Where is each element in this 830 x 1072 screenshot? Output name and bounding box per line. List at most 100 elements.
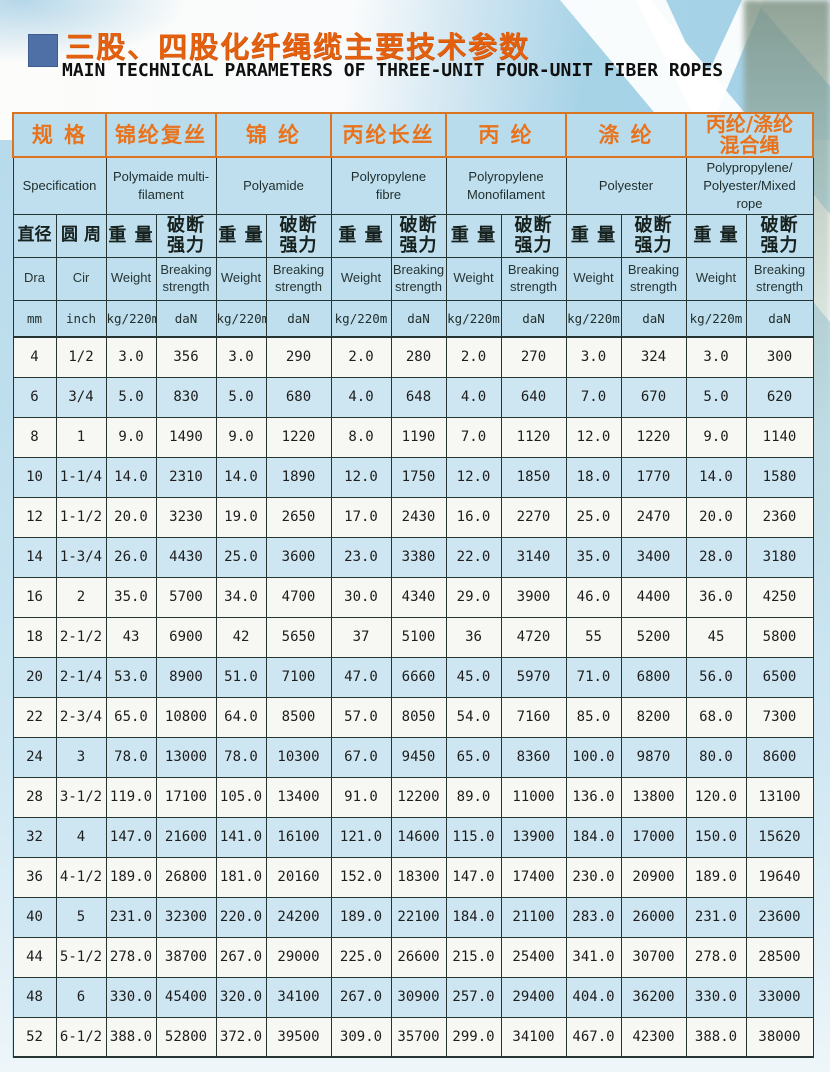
col-strength-en: Breaking strength [500, 256, 567, 301]
cell-weight: 47.0 [330, 656, 392, 698]
cell-weight: 136.0 [565, 776, 622, 818]
col-strength-zh: 破断 强力 [620, 213, 687, 258]
cell-circumference: 1 [55, 416, 107, 458]
cell-weight: 283.0 [565, 896, 622, 938]
page-header: 三股、四股化纤绳缆主要技术参数 MAIN TECHNICAL PARAMETER… [0, 0, 830, 112]
cell-breaking-strength: 8900 [155, 656, 217, 698]
cell-breaking-strength: 17000 [620, 816, 687, 858]
cell-breaking-strength: 23600 [745, 896, 814, 938]
cell-breaking-strength: 6660 [390, 656, 447, 698]
cell-weight: 2.0 [445, 336, 502, 378]
rope-spec-table: 规 格 锦纶复丝 锦 纶 丙纶长丝 丙 纶 涤 纶 丙纶/涤纶 混合绳 Spec… [12, 112, 814, 1058]
cell-breaking-strength: 13000 [155, 736, 217, 778]
cell-breaking-strength: 10300 [265, 736, 332, 778]
cell-breaking-strength: 5700 [155, 576, 217, 618]
cell-weight: 17.0 [330, 496, 392, 538]
cell-weight: 89.0 [445, 776, 502, 818]
cell-breaking-strength: 2270 [500, 496, 567, 538]
cell-weight: 12.0 [445, 456, 502, 498]
cell-weight: 225.0 [330, 936, 392, 978]
cell-weight: 57.0 [330, 696, 392, 738]
cell-breaking-strength: 8600 [745, 736, 814, 778]
cell-weight: 30.0 [330, 576, 392, 618]
cell-weight: 100.0 [565, 736, 622, 778]
col-group-polyamide-en: Polyamide [215, 156, 332, 215]
cell-breaking-strength: 290 [265, 336, 332, 378]
cell-breaking-strength: 300 [745, 336, 814, 378]
cell-circumference: 6-1/2 [55, 1016, 107, 1058]
cell-weight: 34.0 [215, 576, 267, 618]
cell-diameter: 24 [12, 736, 57, 778]
cell-weight: 36.0 [685, 576, 747, 618]
col-weight-zh: 重 量 [685, 213, 747, 258]
cell-weight: 26.0 [105, 536, 157, 578]
cell-breaking-strength: 4700 [265, 576, 332, 618]
cell-weight: 53.0 [105, 656, 157, 698]
cell-breaking-strength: 6800 [620, 656, 687, 698]
col-group-specification-zh: 规 格 [12, 112, 107, 158]
unit-strength: daN [500, 299, 567, 338]
cell-breaking-strength: 24200 [265, 896, 332, 938]
cell-breaking-strength: 25400 [500, 936, 567, 978]
cell-breaking-strength: 36200 [620, 976, 687, 1018]
cell-breaking-strength: 4430 [155, 536, 217, 578]
cell-diameter: 4 [12, 336, 57, 378]
cell-diameter: 52 [12, 1016, 57, 1058]
cell-weight: 9.0 [215, 416, 267, 458]
cell-weight: 43 [105, 616, 157, 658]
cell-diameter: 6 [12, 376, 57, 418]
cell-circumference: 1-1/4 [55, 456, 107, 498]
cell-weight: 35.0 [565, 536, 622, 578]
cell-weight: 267.0 [215, 936, 267, 978]
cell-weight: 181.0 [215, 856, 267, 898]
cell-breaking-strength: 42300 [620, 1016, 687, 1058]
cell-weight: 19.0 [215, 496, 267, 538]
cell-circumference: 2-1/4 [55, 656, 107, 698]
table-row: 22 2-3/4 65.0 10800 64.0 8500 57.0 8050 … [12, 696, 814, 738]
cell-weight: 85.0 [565, 696, 622, 738]
cell-weight: 3.0 [565, 336, 622, 378]
cell-breaking-strength: 21600 [155, 816, 217, 858]
table-row: 32 4 147.0 21600 141.0 16100 121.0 14600… [12, 816, 814, 858]
col-weight-zh: 重 量 [445, 213, 502, 258]
cell-breaking-strength: 7300 [745, 696, 814, 738]
cell-weight: 68.0 [685, 696, 747, 738]
table-row: 6 3/4 5.0 830 5.0 680 4.0 648 4.0 640 7.… [12, 376, 814, 418]
table-row: 8 1 9.0 1490 9.0 1220 8.0 1190 7.0 1120 … [12, 416, 814, 458]
cell-weight: 388.0 [105, 1016, 157, 1058]
col-diameter-zh: 直径 [12, 213, 57, 258]
v-mark [636, 0, 764, 122]
cell-weight: 16.0 [445, 496, 502, 538]
cell-breaking-strength: 3600 [265, 536, 332, 578]
cell-breaking-strength: 1770 [620, 456, 687, 498]
cell-weight: 388.0 [685, 1016, 747, 1058]
cell-breaking-strength: 28500 [745, 936, 814, 978]
table-row: 36 4-1/2 189.0 26800 181.0 20160 152.0 1… [12, 856, 814, 898]
table-row: 16 2 35.0 5700 34.0 4700 30.0 4340 29.0 … [12, 576, 814, 618]
cell-weight: 9.0 [685, 416, 747, 458]
cell-breaking-strength: 9450 [390, 736, 447, 778]
cell-diameter: 48 [12, 976, 57, 1018]
cell-weight: 36 [445, 616, 502, 658]
cell-breaking-strength: 38000 [745, 1016, 814, 1058]
col-circumference-en: Cir [55, 256, 107, 301]
cell-diameter: 18 [12, 616, 57, 658]
page-title-chinese: 三股、四股化纤绳缆主要技术参数 [65, 30, 531, 64]
table-row: 24 3 78.0 13000 78.0 10300 67.0 9450 65.… [12, 736, 814, 778]
cell-weight: 14.0 [215, 456, 267, 498]
cell-breaking-strength: 270 [500, 336, 567, 378]
col-group-polypropylene-fibre-zh: 丙纶长丝 [330, 112, 447, 158]
col-group-mixed-rope-zh: 丙纶/涤纶 混合绳 [685, 112, 814, 158]
col-strength-en: Breaking strength [745, 256, 814, 301]
cell-weight: 22.0 [445, 536, 502, 578]
cell-weight: 64.0 [215, 696, 267, 738]
unit-circumference: inch [55, 299, 107, 338]
cell-circumference: 5-1/2 [55, 936, 107, 978]
col-weight-zh: 重 量 [215, 213, 267, 258]
cell-breaking-strength: 30900 [390, 976, 447, 1018]
cell-diameter: 44 [12, 936, 57, 978]
col-strength-en: Breaking strength [390, 256, 447, 301]
cell-weight: 46.0 [565, 576, 622, 618]
cell-weight: 121.0 [330, 816, 392, 858]
cell-weight: 25.0 [215, 536, 267, 578]
